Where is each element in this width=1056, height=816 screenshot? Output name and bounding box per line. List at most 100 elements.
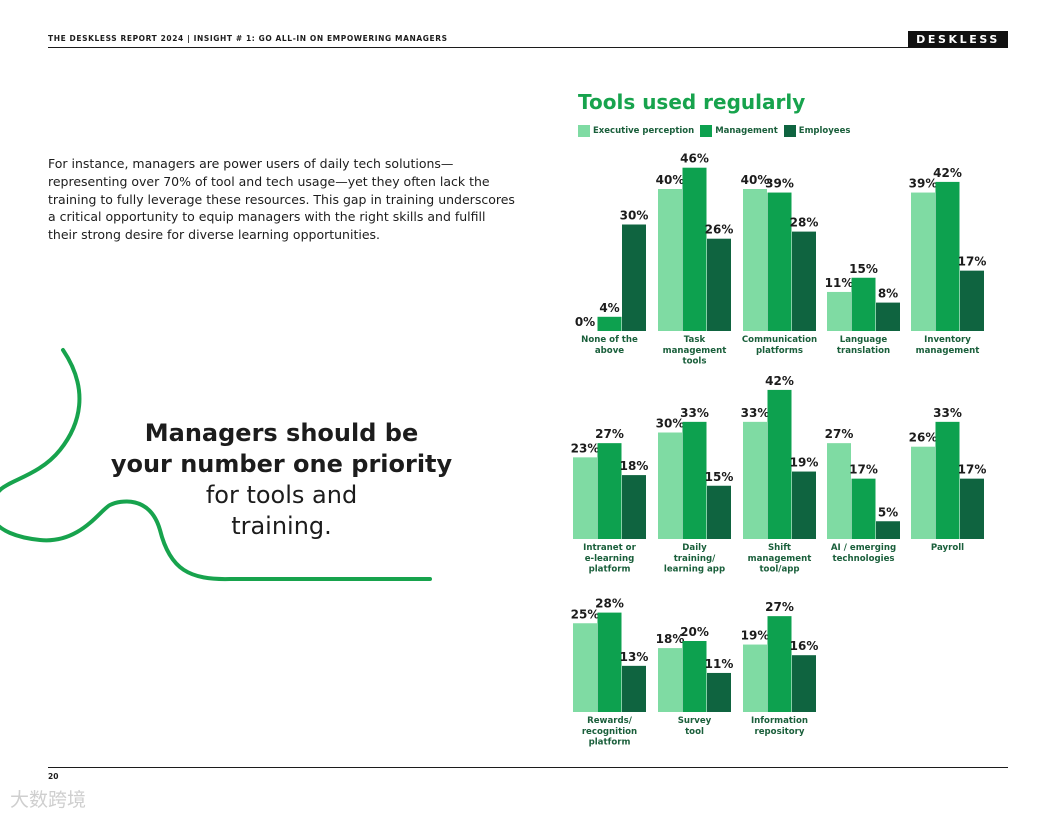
quote-line-3: for tools and: [205, 481, 358, 509]
bar-4-executive: [827, 291, 851, 331]
bar-6-management: [597, 443, 622, 539]
data-label-1-employees: 30%: [620, 209, 649, 223]
category-label-6: Intranet or: [583, 543, 636, 553]
data-label-13-executive: 19%: [741, 629, 770, 643]
data-label-10-management: 33%: [933, 406, 962, 420]
category-label-6: e-learning: [585, 554, 635, 564]
data-label-6-management: 27%: [595, 427, 624, 441]
bar-10-management: [935, 421, 960, 539]
data-label-3-executive: 40%: [741, 173, 770, 187]
data-label-9-executive: 27%: [825, 427, 854, 441]
data-label-9-employees: 5%: [878, 505, 898, 519]
category-label-3: Communication: [742, 335, 817, 345]
data-label-5-executive: 39%: [909, 177, 938, 191]
intro-paragraph: For instance, managers are power users o…: [48, 156, 515, 243]
data-label-6-employees: 18%: [620, 459, 649, 473]
bar-11-management: [597, 612, 622, 712]
bar-2-employees: [707, 238, 731, 331]
category-label-2: tools: [683, 357, 707, 367]
data-label-12-employees: 11%: [705, 657, 734, 671]
bar-12-executive: [658, 648, 682, 712]
data-label-12-management: 20%: [680, 625, 709, 639]
data-label-4-management: 15%: [849, 262, 878, 276]
legend-item-executive: Executive perception: [578, 125, 694, 137]
bar-5-employees: [960, 270, 984, 331]
bar-8-management: [767, 389, 792, 539]
category-label-9: AI / emerging: [831, 543, 896, 553]
bar-11-employees: [622, 665, 646, 712]
watermark: 大数跨境: [10, 789, 87, 811]
category-label-5: Inventory: [924, 335, 971, 345]
data-label-3-management: 39%: [765, 177, 794, 191]
bar-8-employees: [792, 471, 816, 539]
data-label-13-management: 27%: [765, 600, 794, 614]
quote-line-2: your number one priority: [110, 450, 453, 478]
legend-label-executive: Executive perception: [593, 126, 695, 136]
quote-line-4: training.: [231, 512, 332, 540]
category-label-4: Language: [840, 335, 888, 345]
legend-item-employees: Employees: [783, 125, 851, 137]
bar-2-executive: [658, 189, 682, 331]
footer-divider: [48, 767, 1008, 768]
bar-chart: 0%4%30%None of theabove40%46%26%Taskmana…: [571, 152, 987, 748]
data-label-11-executive: 25%: [571, 607, 600, 621]
bar-7-executive: [658, 432, 682, 539]
category-label-12: Survey: [678, 716, 712, 726]
category-label-13: repository: [754, 727, 804, 737]
data-label-3-employees: 28%: [790, 216, 819, 230]
data-label-13-employees: 16%: [790, 639, 819, 653]
data-label-8-executive: 33%: [741, 406, 770, 420]
category-label-4: translation: [837, 346, 890, 356]
data-label-11-management: 28%: [595, 597, 624, 611]
category-label-9: technologies: [832, 554, 894, 564]
category-label-11: recognition: [582, 727, 637, 737]
data-label-2-management: 46%: [680, 152, 709, 166]
category-label-2: Task: [684, 335, 706, 345]
category-label-5: management: [916, 346, 980, 356]
legend-label-employees: Employees: [798, 126, 851, 136]
data-label-7-executive: 30%: [656, 417, 685, 431]
data-label-10-executive: 26%: [909, 431, 938, 445]
data-label-7-employees: 15%: [705, 470, 734, 484]
bar-9-executive: [827, 443, 851, 539]
data-label-12-executive: 18%: [656, 632, 685, 646]
category-label-2: management: [663, 346, 727, 356]
bar-13-management: [767, 616, 792, 712]
bar-3-executive: [743, 189, 767, 331]
data-label-7-management: 33%: [680, 406, 709, 420]
header-divider: [48, 47, 1008, 48]
category-label-7: Daily: [682, 543, 707, 553]
category-label-11: platform: [589, 738, 631, 748]
category-label-7: learning app: [664, 565, 725, 575]
bar-8-executive: [743, 421, 767, 539]
legend-label-management: Management: [715, 126, 778, 136]
data-label-10-employees: 17%: [958, 463, 987, 477]
legend-swatch-management: [700, 125, 713, 137]
decorative-swoosh: [0, 348, 432, 582]
data-label-6-executive: 23%: [571, 441, 600, 455]
bar-7-management: [682, 421, 707, 539]
bar-11-executive: [573, 623, 597, 712]
legend-swatch-employees: [783, 125, 796, 137]
category-label-8: management: [748, 554, 812, 564]
bar-3-management: [767, 192, 792, 331]
data-label-5-employees: 17%: [958, 255, 987, 269]
category-label-13: Information: [751, 716, 808, 726]
category-label-1: above: [595, 346, 624, 356]
category-label-10: Payroll: [931, 543, 964, 553]
category-label-8: Shift: [768, 543, 791, 553]
data-label-1-management: 4%: [599, 301, 619, 315]
bar-13-employees: [792, 655, 816, 712]
category-label-6: platform: [589, 565, 631, 575]
bar-1-employees: [622, 224, 646, 331]
chart-legend: Executive perception Management Employee…: [578, 125, 856, 137]
bar-4-employees: [876, 302, 900, 331]
bar-9-employees: [876, 521, 900, 539]
bar-3-employees: [792, 231, 816, 331]
quote-line-1: Managers should be: [144, 419, 419, 447]
data-label-11-employees: 13%: [620, 650, 649, 664]
data-label-4-employees: 8%: [878, 287, 898, 301]
bar-2-management: [682, 167, 707, 331]
data-label-8-employees: 19%: [790, 456, 819, 470]
category-label-7: training/: [674, 554, 716, 564]
